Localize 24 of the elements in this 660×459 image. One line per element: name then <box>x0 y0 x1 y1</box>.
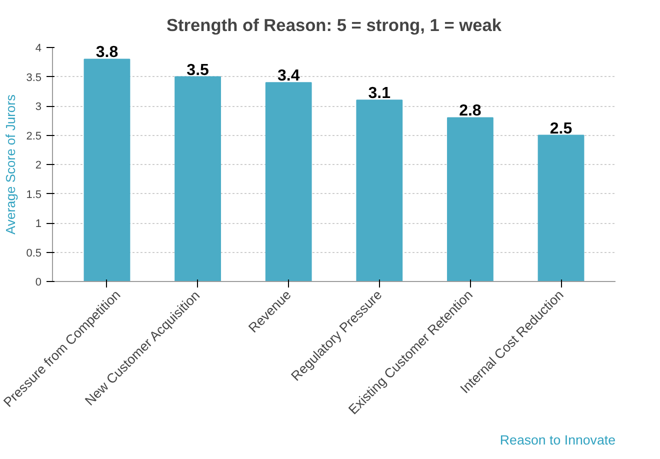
y-tick-label: 1 <box>35 218 42 230</box>
y-tick-label: 2 <box>35 160 42 172</box>
data-label: 2.5 <box>550 120 572 138</box>
data-label: 3.5 <box>186 62 210 79</box>
y-tick-label: 0.5 <box>26 247 42 260</box>
y-tick-label: 3.5 <box>26 72 42 84</box>
y-tick-label: 1.5 <box>26 188 42 201</box>
data-label: 3.8 <box>96 44 118 62</box>
y-tick-label: 0 <box>35 276 42 288</box>
bar <box>174 76 221 282</box>
bar <box>84 58 130 282</box>
bar <box>265 82 312 282</box>
y-tick-label: 2.5 <box>26 130 42 142</box>
data-label: 3.1 <box>368 85 391 102</box>
y-axis-title: Average Score of Jurors <box>3 94 18 234</box>
bar <box>356 100 403 282</box>
chart-title: Strength of Reason: 5 = strong, 1 = weak <box>166 15 502 35</box>
x-axis-title: Reason to Innovate <box>500 432 616 448</box>
y-tick-label: 4 <box>35 42 42 54</box>
data-label: 2.8 <box>459 102 482 120</box>
data-label: 3.4 <box>277 68 300 85</box>
bar <box>538 134 584 282</box>
bar <box>447 117 494 282</box>
y-tick-label: 3 <box>35 101 42 113</box>
